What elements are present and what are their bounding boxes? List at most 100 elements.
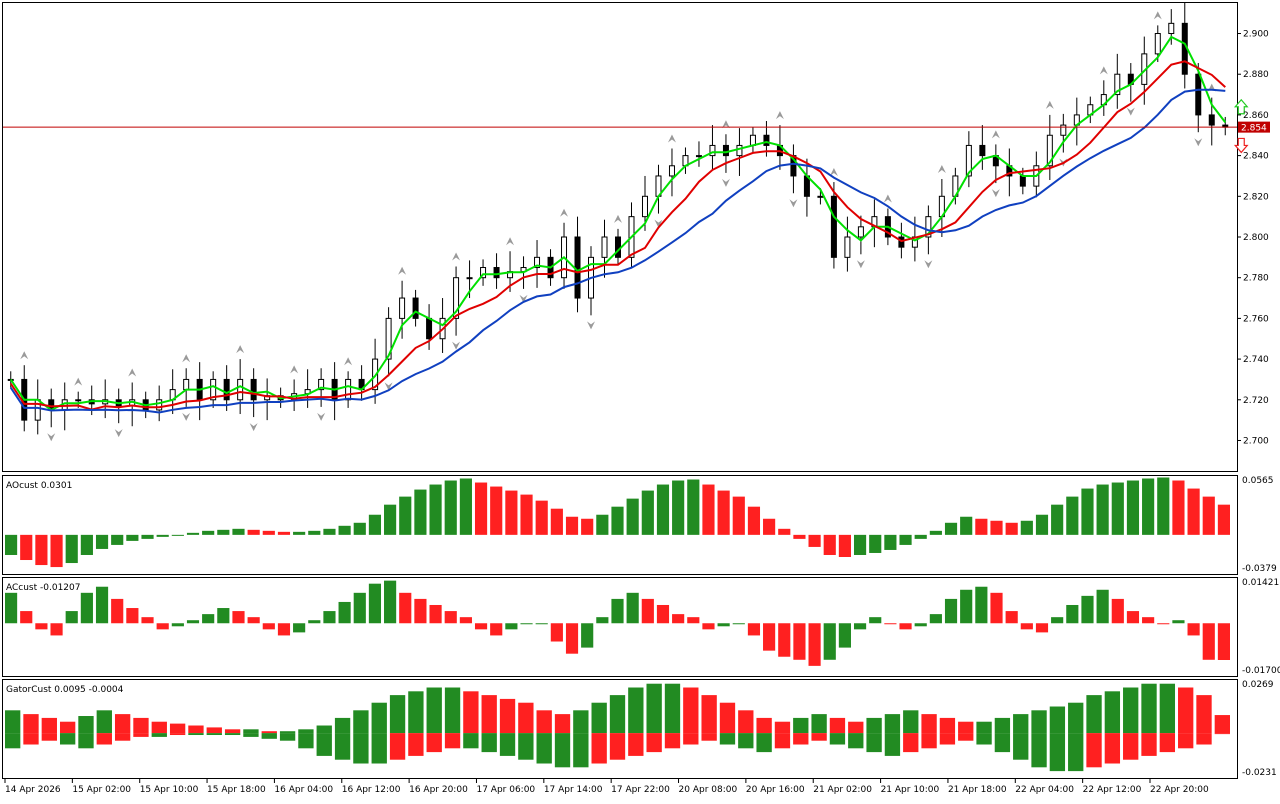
gator-lower-bar	[995, 733, 1010, 752]
gator-upper-bar	[317, 726, 332, 734]
gator-upper-bar	[958, 722, 973, 733]
ac-bar	[445, 611, 457, 623]
ac-bar	[232, 611, 244, 623]
candle-body	[616, 237, 621, 257]
gator-lower-bar	[78, 733, 93, 748]
ao-max-label: 0.0565	[1242, 476, 1274, 486]
gator-max-label: 0.0269	[1242, 680, 1274, 690]
gator-lower-bar	[280, 733, 295, 741]
ao-bar	[81, 535, 93, 555]
gator-lower-bar	[573, 733, 588, 767]
gator-lower-bar	[976, 733, 991, 744]
ac-bar	[5, 593, 17, 623]
gator-upper-bar	[628, 688, 643, 734]
ao-bar	[1142, 479, 1154, 535]
ao-bar	[718, 491, 730, 535]
ao-bar	[551, 509, 563, 535]
ao-bar	[384, 505, 396, 535]
ao-bar	[899, 535, 911, 545]
ac-bar	[96, 587, 108, 624]
ao-indicator-panel[interactable]: AOcust 0.0301 0.0565 -0.0379	[3, 476, 1278, 575]
gator-lower-bar	[225, 733, 240, 735]
ao-bar	[1066, 497, 1078, 535]
ao-bar	[263, 531, 275, 535]
ao-bar	[869, 535, 881, 553]
ac-bar	[369, 584, 381, 624]
gator-upper-bar	[775, 722, 790, 733]
ac-indicator-panel[interactable]: ACcust -0.01207 0.01421 -0.01700	[3, 578, 1280, 677]
gator-upper-bar	[5, 710, 20, 733]
gator-upper-bar	[1160, 684, 1175, 733]
candle-body	[845, 237, 850, 257]
gator-upper-bar	[665, 684, 680, 733]
gator-lower-bar	[683, 733, 698, 744]
gator-lower-bar	[756, 733, 771, 752]
gator-lower-bar	[115, 733, 130, 741]
ac-bar	[1036, 623, 1048, 632]
gator-upper-bar	[1013, 714, 1028, 733]
gator-upper-bar	[592, 703, 607, 733]
candle-body	[1061, 125, 1066, 135]
candle-body	[858, 227, 863, 237]
gator-lower-bar	[390, 733, 405, 760]
gator-upper-bar	[482, 695, 497, 733]
gator-upper-bar	[427, 688, 442, 734]
ao-bar	[672, 481, 684, 535]
price-tick-label: 2.840	[1243, 152, 1269, 162]
gator-lower-bar	[958, 733, 973, 741]
gator-lower-bar	[592, 733, 607, 763]
gator-upper-bar	[78, 716, 93, 733]
gator-lower-bar	[243, 733, 258, 737]
ao-bar	[1203, 497, 1215, 535]
ac-bar	[945, 599, 957, 623]
gator-lower-bar	[628, 733, 643, 756]
ao-bar	[1036, 515, 1048, 535]
ac-bar	[566, 623, 578, 653]
gator-lower-bar	[646, 733, 661, 752]
ac-bar	[81, 593, 93, 623]
gator-lower-bar	[811, 733, 826, 741]
gator-lower-bar	[207, 733, 222, 735]
candle-body	[642, 196, 647, 216]
gator-upper-bar	[866, 718, 881, 733]
gator-lower-bar	[262, 733, 277, 739]
ac-bar	[505, 623, 517, 629]
ao-bar	[915, 535, 927, 539]
ac-bar	[50, 623, 62, 635]
gator-upper-bar	[152, 722, 167, 733]
gator-upper-bar	[372, 703, 387, 733]
price-panel[interactable]: 2.9002.8802.8602.8402.8202.8002.7802.760…	[3, 3, 1271, 472]
ao-bar	[839, 535, 851, 557]
gator-lower-bar	[1215, 733, 1230, 734]
gator-lower-bar	[793, 733, 808, 744]
candle-body	[400, 298, 405, 318]
ac-bar	[778, 623, 790, 656]
gator-indicator-panel[interactable]: GatorCust 0.0095 -0.0004 0.0269 -0.0231	[3, 680, 1277, 779]
ac-bar	[763, 623, 775, 650]
gator-upper-bar	[500, 699, 515, 733]
ac-bar	[490, 623, 502, 635]
candle-body	[764, 135, 769, 145]
ac-bar	[1172, 620, 1184, 623]
ac-bar	[718, 623, 730, 626]
ac-bar	[278, 623, 290, 635]
gator-lower-bar	[152, 733, 167, 737]
ao-bar	[339, 526, 351, 535]
time-tick-label: 21 Apr 10:00	[881, 785, 940, 795]
gator-lower-bar	[372, 733, 387, 763]
ao-bar	[308, 531, 320, 535]
ao-bar	[172, 535, 184, 536]
gator-upper-bar	[830, 718, 845, 733]
ac-bar	[1097, 590, 1109, 623]
ao-label: AOcust 0.0301	[6, 481, 72, 491]
gator-lower-bar	[720, 733, 735, 744]
ao-bar	[611, 507, 623, 535]
ao-bar	[20, 535, 32, 560]
ao-bar	[1127, 481, 1139, 535]
candle-body	[346, 379, 351, 399]
gator-lower-bar	[738, 733, 753, 748]
ao-bar	[157, 535, 169, 537]
